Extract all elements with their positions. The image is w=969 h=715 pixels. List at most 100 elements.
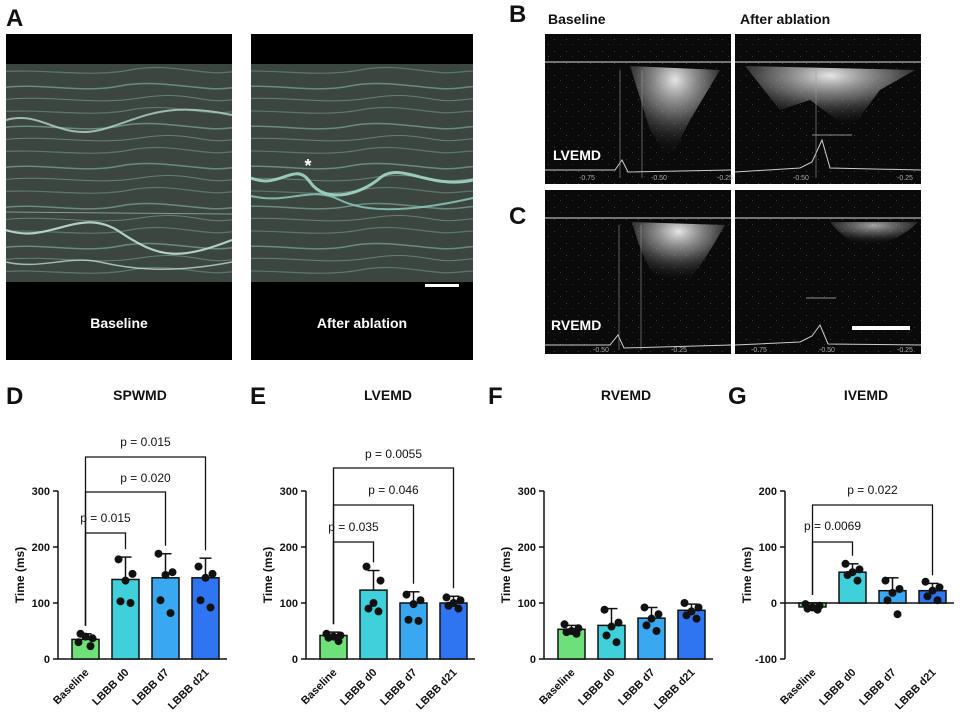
x-tick-label: Baseline [778, 667, 818, 707]
data-point [444, 601, 453, 610]
data-point [166, 609, 175, 618]
panel-letter-c: C [509, 203, 526, 230]
y-tick-label: 100 [280, 598, 298, 610]
data-point [694, 603, 703, 612]
p-value-label: p = 0.015 [120, 435, 171, 449]
data-point [607, 622, 616, 631]
y-tick-label: 200 [759, 486, 777, 498]
data-point [114, 555, 123, 564]
bar [191, 577, 220, 660]
a-left-label: Baseline [90, 315, 148, 331]
data-point [562, 628, 571, 637]
c-left-tick-2: -0.25 [671, 347, 687, 354]
panel-letter-f: F [488, 383, 503, 410]
data-point [841, 559, 850, 568]
data-point [682, 611, 691, 620]
scale-bar-a [425, 284, 459, 287]
x-tick-label: LBBB d21 [166, 667, 212, 713]
b-left-tick-3: -0.25 [717, 175, 733, 182]
x-tick-label: LBBB d7 [857, 667, 898, 708]
y-tick-label: 100 [32, 598, 50, 610]
data-point [602, 631, 611, 640]
data-point [843, 571, 852, 579]
data-point [362, 562, 371, 571]
chart-title: IVEMD [844, 387, 888, 403]
y-axis-label: Time (ms) [499, 547, 513, 603]
data-point [121, 576, 130, 585]
data-point [454, 604, 463, 613]
data-point [813, 605, 822, 614]
c-right-tick-1: -0.75 [751, 347, 767, 354]
x-tick-label: LBBB d7 [616, 667, 657, 708]
mmode-after-ablation-image [250, 34, 474, 360]
data-point [156, 596, 165, 605]
data-point [128, 569, 137, 578]
panel-letter-e: E [250, 383, 266, 410]
significance-bracket [332, 467, 455, 625]
data-point [923, 592, 932, 601]
data-point [154, 549, 163, 558]
data-point [364, 604, 373, 613]
y-tick-label: 0 [771, 598, 777, 610]
mmode-baseline-image [5, 34, 233, 360]
data-point [560, 620, 569, 629]
data-point [888, 588, 897, 597]
data-point [324, 633, 333, 642]
c-left-tick-1: -0.50 [593, 347, 609, 354]
x-tick-label: LBBB d21 [893, 667, 939, 713]
panel-letter-b: B [509, 1, 526, 28]
data-point [614, 618, 623, 627]
y-tick-label: 200 [518, 542, 536, 554]
data-point [116, 597, 125, 606]
data-point [647, 614, 656, 623]
y-tick-label: 0 [530, 654, 536, 666]
p-value-label: p = 0.0055 [365, 447, 422, 461]
data-point [334, 637, 343, 646]
asterisk-marker: * [304, 156, 311, 176]
chart-title: SPWMD [113, 387, 167, 403]
data-point [206, 603, 215, 612]
panel-letter-d: D [6, 383, 23, 410]
scale-bar-c [852, 326, 910, 330]
y-tick-label: 100 [759, 542, 777, 554]
b-overlay-label: LVEMD [553, 147, 601, 163]
data-point [414, 616, 423, 625]
x-tick-label: Baseline [51, 667, 91, 707]
y-axis-label: Time (ms) [740, 547, 754, 603]
x-tick-label: LBBB d0 [576, 667, 617, 708]
y-tick-label: 0 [44, 654, 50, 666]
x-tick-label: LBBB d7 [130, 667, 171, 708]
data-point [88, 634, 97, 643]
data-point [853, 576, 862, 585]
y-tick-label: 300 [32, 486, 50, 498]
data-point [935, 583, 944, 592]
p-value-label: p = 0.0069 [804, 519, 861, 533]
bar [439, 602, 468, 660]
data-point [86, 642, 95, 651]
x-tick-label: LBBB d21 [414, 667, 460, 713]
y-tick-label: 200 [280, 542, 298, 554]
p-value-label: p = 0.035 [328, 520, 379, 534]
chart-title: RVEMD [601, 387, 651, 403]
bar [838, 571, 867, 604]
data-point [126, 599, 135, 607]
data-point [654, 610, 663, 619]
p-value-label: p = 0.046 [368, 483, 419, 497]
data-point [895, 585, 904, 593]
data-point [402, 590, 411, 599]
b-left-tick-1: -0.75 [579, 175, 595, 182]
data-point [803, 604, 812, 613]
y-axis-label: Time (ms) [13, 547, 27, 603]
panel-a: A Baseline * After ablation [5, 5, 474, 360]
y-tick-label: 0 [292, 654, 298, 666]
y-tick-label: 200 [32, 542, 50, 554]
data-point [74, 638, 83, 647]
doppler-lv-after-ablation [734, 34, 922, 184]
data-point [893, 610, 902, 619]
x-tick-label: LBBB d0 [90, 667, 131, 708]
data-point [612, 638, 621, 647]
